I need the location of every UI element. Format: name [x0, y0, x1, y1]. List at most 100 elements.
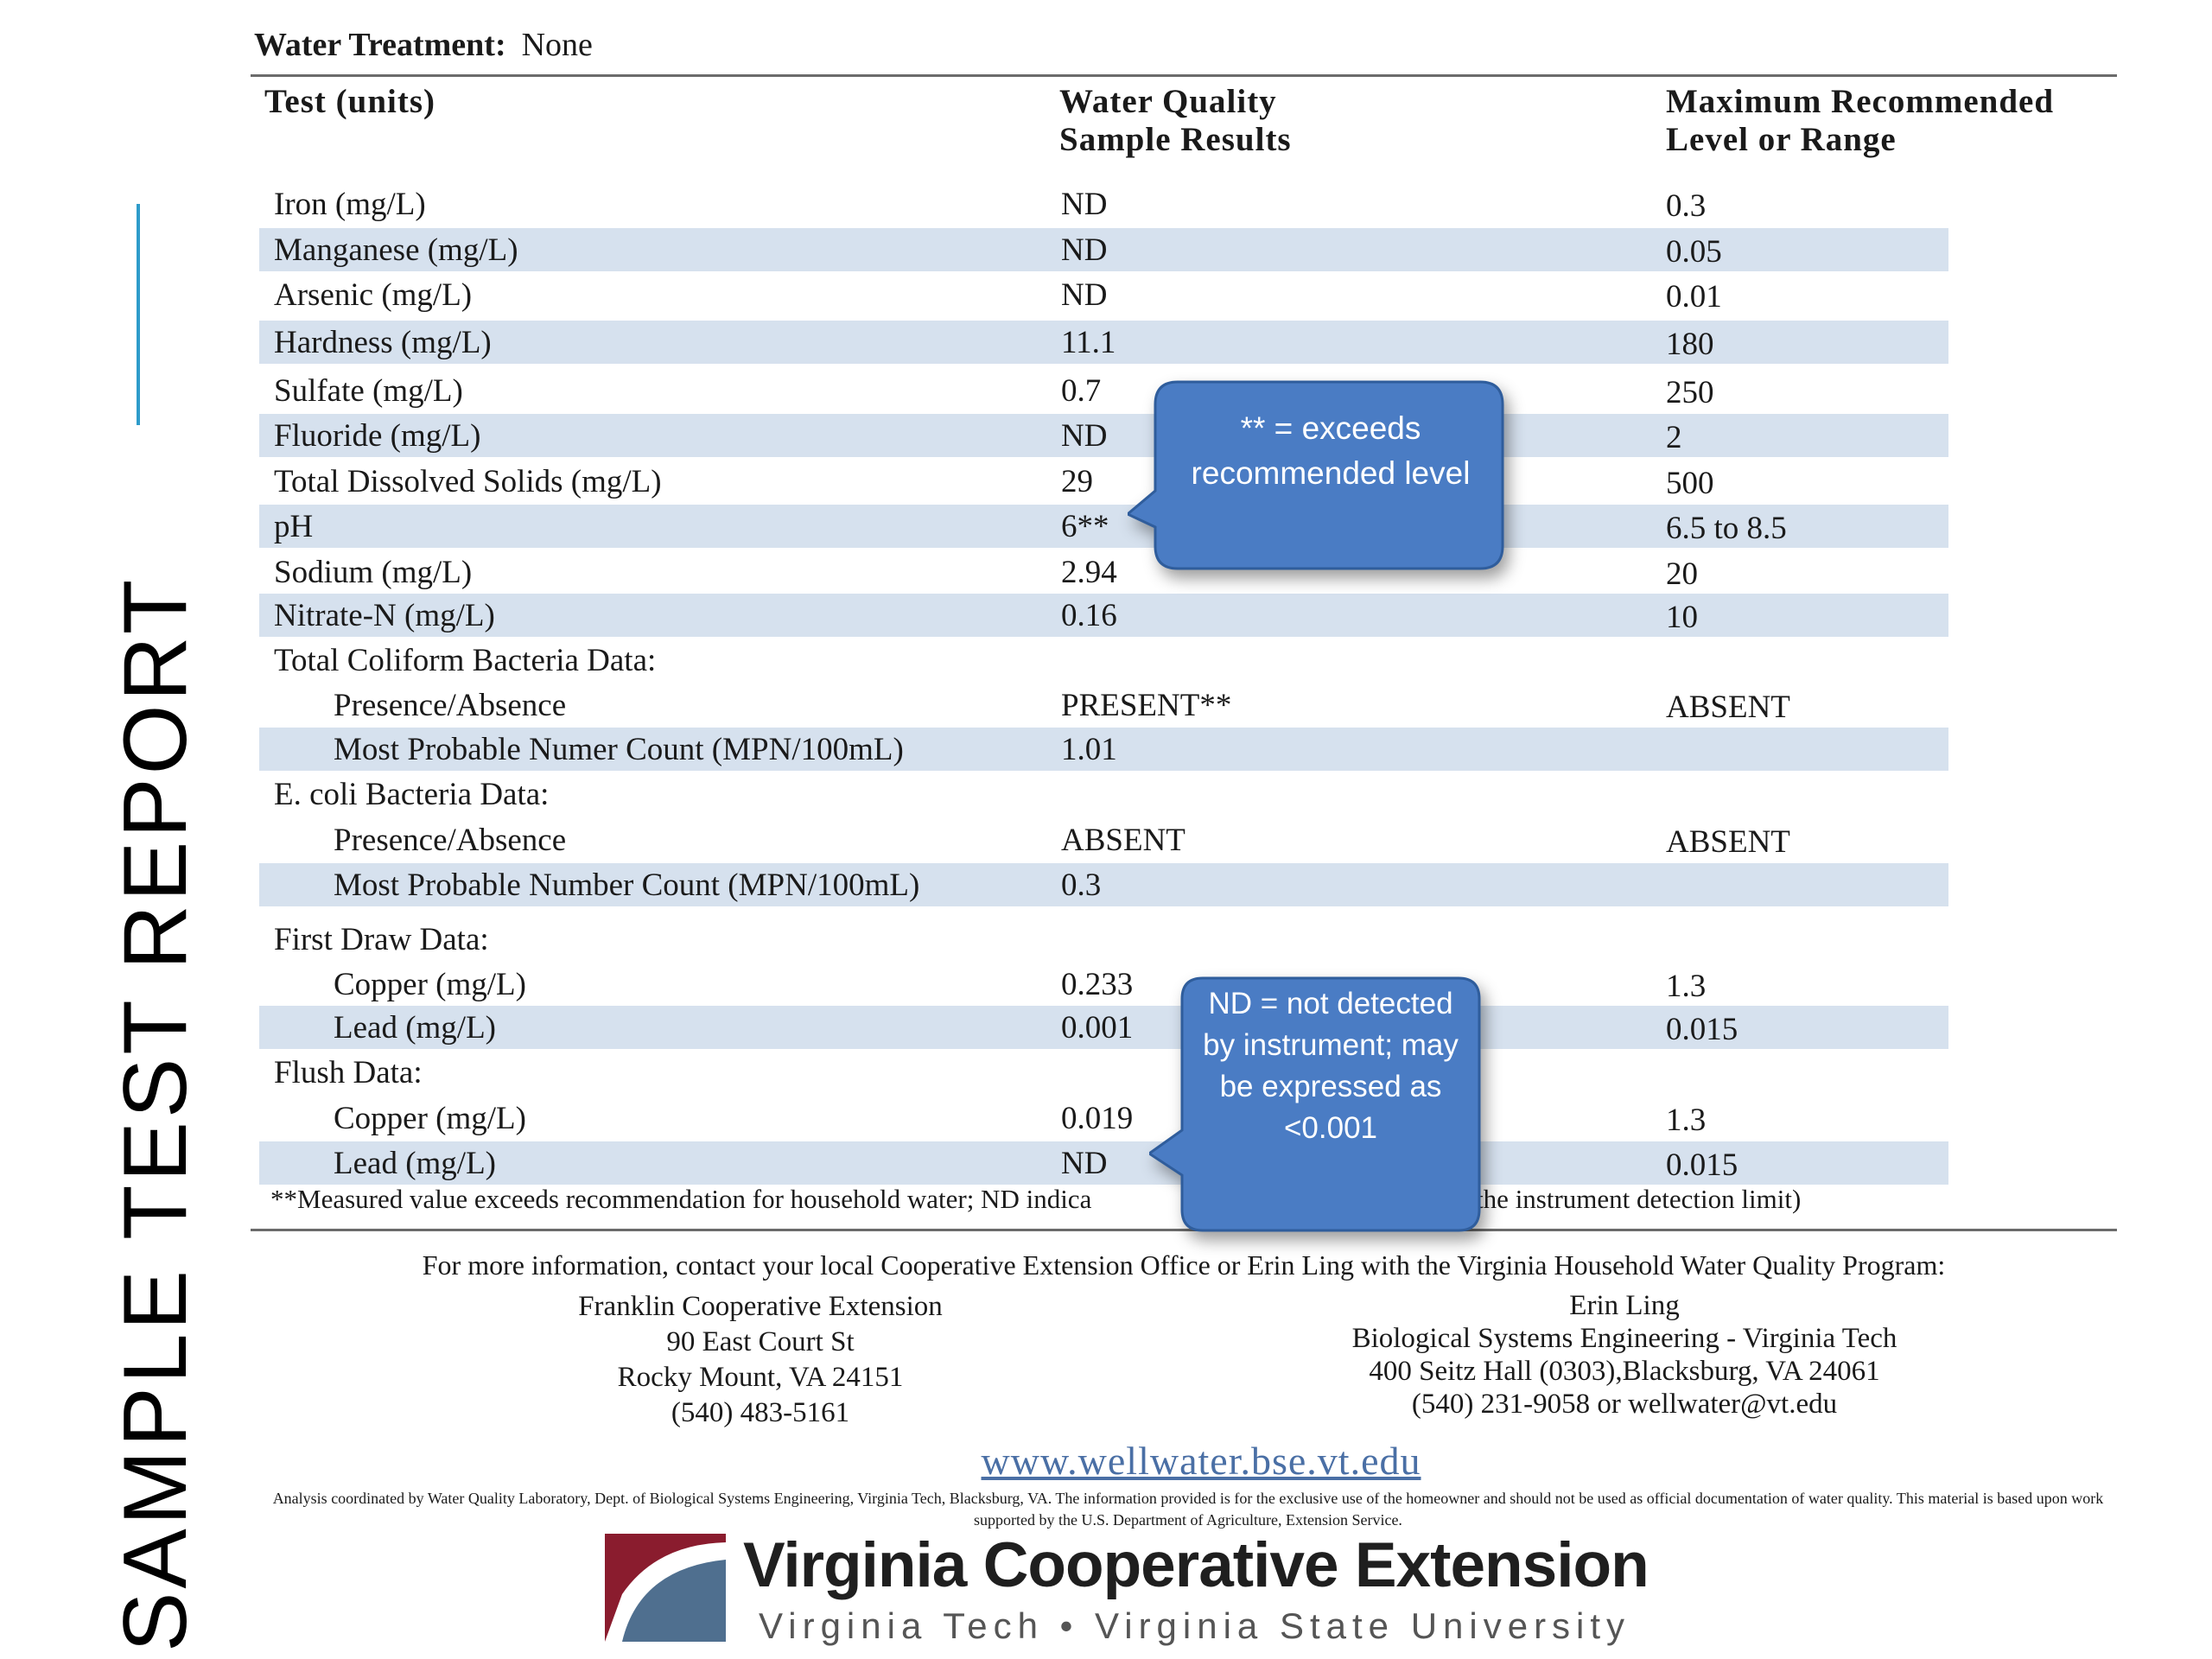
header-test: Test (units)	[264, 83, 436, 120]
footnote: **Measured value exceeds recommendation …	[270, 1184, 1091, 1215]
contact-line: (540) 483-5161	[671, 1397, 850, 1428]
vce-logo-subtitle: Virginia Tech • Virginia State Universit…	[759, 1605, 1631, 1646]
result-cell: ND	[1061, 1146, 1108, 1181]
table-row-band	[259, 321, 1948, 364]
result-cell: 0.3	[1061, 868, 1102, 903]
result-cell: ABSENT	[1061, 823, 1185, 858]
test-name-cell: Lead (mg/L)	[334, 1146, 496, 1181]
result-cell: ND	[1061, 277, 1108, 313]
result-cell: ND	[1061, 232, 1108, 268]
test-name-cell: Sulfate (mg/L)	[274, 373, 463, 409]
max-level-cell: 250	[1666, 375, 1714, 410]
max-level-cell: 500	[1666, 466, 1714, 501]
test-name-cell: Presence/Absence	[334, 688, 567, 723]
result-cell: 0.019	[1061, 1101, 1134, 1136]
slide-title: SAMPLE TEST REPORT	[105, 575, 206, 1652]
top-rule	[251, 74, 2117, 77]
header-max: Maximum Recommended Level or Range	[1666, 83, 2054, 159]
contact-left-block: Franklin Cooperative Extension 90 East C…	[467, 1289, 1054, 1431]
max-level-cell: 2	[1666, 420, 1682, 455]
contact-line: Rocky Mount, VA 24151	[617, 1362, 904, 1393]
result-cell: 11.1	[1061, 325, 1116, 360]
test-name-cell: Copper (mg/L)	[334, 967, 526, 1002]
contact-right-block: Erin Ling Biological Systems Engineering…	[1279, 1289, 1970, 1421]
result-cell: 2.94	[1061, 555, 1117, 590]
table-row-band	[259, 863, 1948, 906]
max-level-cell: 0.3	[1666, 188, 1707, 224]
footnote-left: **Measured value exceeds recommendation …	[270, 1184, 1092, 1214]
contact-intro: For more information, contact your local…	[422, 1249, 1946, 1281]
max-level-cell: 1.3	[1666, 969, 1707, 1004]
exceeds-callout: ** = exceeds recommended level	[1128, 380, 1508, 575]
max-level-cell: 180	[1666, 327, 1714, 362]
water-treatment-label: Water Treatment:	[254, 27, 506, 63]
result-cell: 0.001	[1061, 1010, 1134, 1046]
callout-bubble	[1149, 976, 1481, 1232]
max-level-cell: 10	[1666, 600, 1698, 635]
table-row-band	[259, 228, 1948, 271]
exceeds-callout-text: ** = exceeds recommended level	[1191, 410, 1471, 491]
result-cell: 0.233	[1061, 967, 1134, 1002]
max-level-cell: 1.3	[1666, 1103, 1707, 1138]
table-row-band	[259, 414, 1948, 457]
test-name-cell: Presence/Absence	[334, 823, 567, 858]
result-cell: ND	[1061, 418, 1108, 454]
max-level-cell: 0.05	[1666, 234, 1722, 270]
result-cell: 29	[1061, 464, 1093, 499]
website-link[interactable]: www.wellwater.bse.vt.edu	[981, 1439, 1421, 1483]
callout-bubble	[1128, 380, 1504, 570]
test-name-cell: Sodium (mg/L)	[274, 555, 473, 590]
test-name-cell: Total Dissolved Solids (mg/L)	[274, 464, 662, 499]
test-name-cell: Iron (mg/L)	[274, 187, 426, 222]
water-treatment-line: Water Treatment: None	[254, 26, 593, 64]
result-cell: 6**	[1061, 509, 1109, 544]
table-row-band	[259, 594, 1948, 637]
header-result-line: Water Quality	[1059, 83, 1277, 120]
nd-callout-text: ND = not detected by instrument; may be …	[1203, 987, 1459, 1145]
contact-line: 400 Seitz Hall (0303),Blacksburg, VA 240…	[1369, 1356, 1880, 1387]
test-name-cell: Hardness (mg/L)	[274, 325, 492, 360]
contact-line: (540) 231-9058 or wellwater@vt.edu	[1411, 1389, 1838, 1420]
disclaimer: Analysis coordinated by Water Quality La…	[272, 1490, 2104, 1529]
max-level-cell: 0.015	[1666, 1012, 1738, 1047]
table-row-band	[259, 505, 1948, 548]
result-cell: PRESENT**	[1061, 688, 1232, 723]
test-name-cell: Fluoride (mg/L)	[274, 418, 481, 454]
max-level-cell: ABSENT	[1666, 824, 1790, 860]
test-name-cell: Total Coliform Bacteria Data:	[274, 643, 657, 678]
bottom-rule	[251, 1229, 2117, 1231]
vce-logo-mark	[605, 1534, 726, 1642]
water-treatment-value: None	[521, 27, 593, 63]
max-level-cell: 0.01	[1666, 279, 1722, 315]
test-name-cell: Nitrate-N (mg/L)	[274, 598, 495, 633]
test-name-cell: Most Probable Numer Count (MPN/100mL)	[334, 732, 904, 767]
table-row-band	[259, 1141, 1948, 1185]
test-name-cell: Copper (mg/L)	[334, 1101, 526, 1136]
accent-bar	[137, 204, 140, 425]
table-row-band	[259, 1006, 1948, 1049]
footnote-right: r the instrument detection limit)	[1460, 1184, 1802, 1214]
result-cell: ND	[1061, 187, 1108, 222]
header-result-line: Sample Results	[1059, 121, 1292, 158]
result-cell: 1.01	[1061, 732, 1117, 767]
max-level-cell: 20	[1666, 556, 1698, 592]
test-name-cell: First Draw Data:	[274, 922, 489, 957]
test-name-cell: Flush Data:	[274, 1055, 423, 1090]
contact-line: Biological Systems Engineering - Virgini…	[1351, 1323, 1897, 1354]
test-name-cell: pH	[274, 509, 314, 544]
test-name-cell: Lead (mg/L)	[334, 1010, 496, 1046]
header-result: Water Quality Sample Results	[1059, 83, 1292, 159]
header-max-line: Level or Range	[1666, 121, 1897, 158]
vce-logo-title: Virginia Cooperative Extension	[743, 1530, 1649, 1600]
header-max-line: Maximum Recommended	[1666, 83, 2055, 120]
max-level-cell: 0.015	[1666, 1147, 1738, 1183]
contact-line: Franklin Cooperative Extension	[578, 1291, 943, 1322]
max-level-cell: 6.5 to 8.5	[1666, 511, 1787, 546]
test-name-cell: E. coli Bacteria Data:	[274, 777, 550, 812]
contact-line: 90 East Court St	[666, 1326, 855, 1357]
test-name-cell: Arsenic (mg/L)	[274, 277, 473, 313]
result-cell: 0.7	[1061, 373, 1102, 409]
table-row-band	[259, 728, 1948, 771]
contact-line: Erin Ling	[1569, 1290, 1680, 1321]
test-name-cell: Manganese (mg/L)	[274, 232, 518, 268]
